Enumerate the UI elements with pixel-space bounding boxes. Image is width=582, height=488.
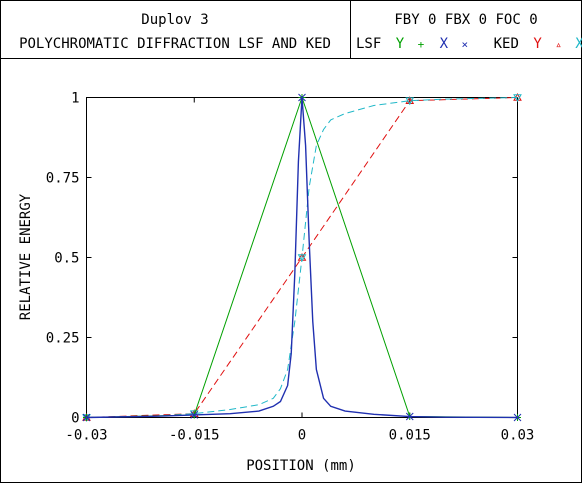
legend-ked-label: KED [494,36,519,52]
settings-readout: FBY 0 FBX 0 FOC 0 [394,12,537,28]
x-tick-label: -0.03 [65,428,107,444]
legend-lsf-x-marker: × [462,38,469,51]
legend: LSF Y + X × KED Y ▵ X ▿ [356,36,582,52]
chart-subtitle: POLYCHROMATIC DIFFRACTION LSF AND KED [19,36,331,52]
y-tick-label: 1 [71,91,79,107]
y-tick-label: 0.5 [54,251,79,267]
y-tick-label: 0.25 [46,331,80,347]
y-tick-label: 0.75 [46,171,80,187]
legend-ked-x: X [575,36,582,52]
lsf-x-marker [405,412,414,421]
ked-x-marker [513,94,522,103]
x-axis-ticks: -0.03 -0.015 0 0.015 0.03 [65,97,535,444]
ked-x-marker [189,410,199,419]
y-tick-label: 0 [71,411,79,427]
y-axis-ticks: 0 0.25 0.5 0.75 1 [46,91,518,427]
chart-title: Duplov 3 [141,12,208,28]
series-line-ked-x [86,97,518,418]
legend-lsf-label: LSF [356,36,381,52]
legend-lsf-y: Y [396,36,405,52]
x-tick-label: 0.03 [501,428,535,444]
legend-ked-y-marker: ▵ [555,38,562,51]
lsf-x-marker [513,413,522,422]
lsf-x-marker [190,411,199,419]
legend-ked-y: Y [533,36,542,52]
ked-x-marker [405,97,415,106]
y-axis-label: RELATIVE ENERGY [18,193,34,320]
x-axis-label: POSITION (mm) [246,458,356,474]
x-tick-label: 0.015 [389,428,431,444]
x-tick-label: -0.015 [169,428,220,444]
series-layer [82,92,522,423]
series-lsf-x [82,93,522,422]
ked-x-marker [297,254,307,263]
legend-lsf-y-marker: + [418,38,425,51]
legend-lsf-x: X [440,36,449,52]
lsf-x-marker [82,413,91,422]
lsf-x-marker [298,93,306,102]
x-tick-label: 0 [298,428,306,444]
